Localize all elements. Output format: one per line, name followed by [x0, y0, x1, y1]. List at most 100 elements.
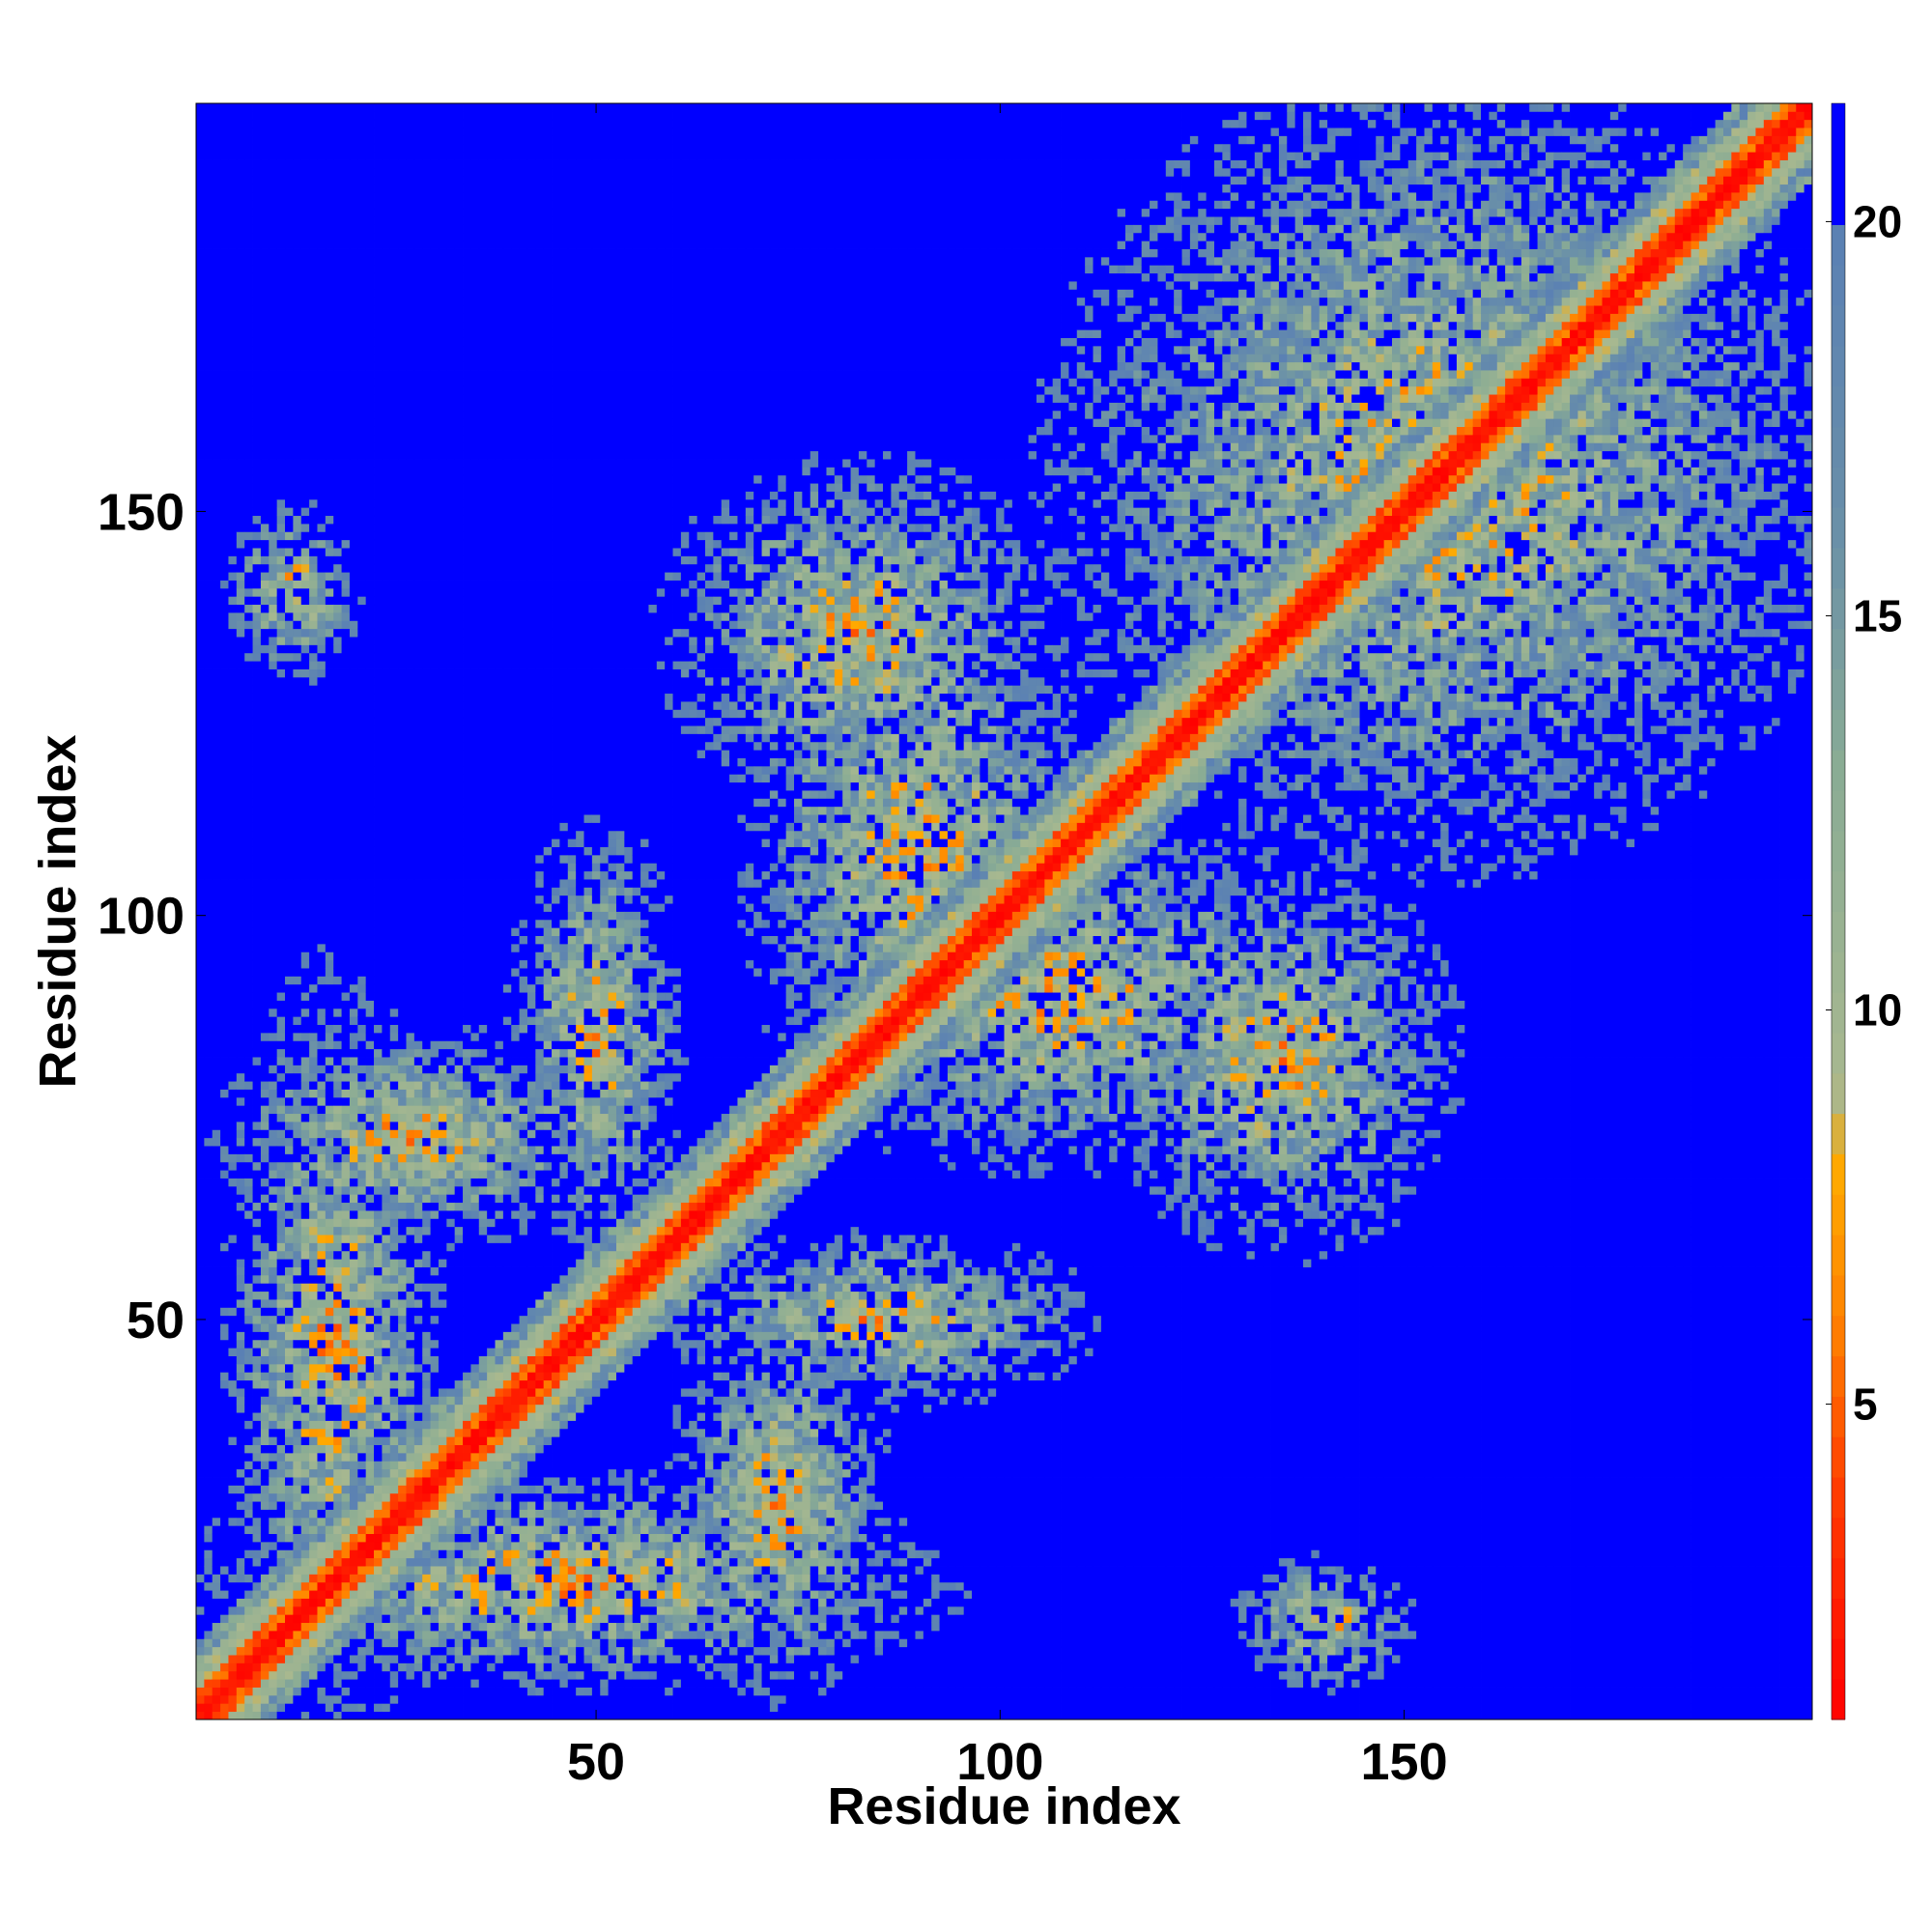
heatmap-cell	[374, 1348, 383, 1356]
heatmap-cell	[300, 587, 310, 597]
heatmap-cell	[285, 1452, 294, 1462]
heatmap-cell	[252, 1355, 262, 1365]
heatmap-cell	[333, 135, 342, 145]
heatmap-cell	[220, 111, 229, 121]
heatmap-cell	[212, 911, 221, 921]
heatmap-cell	[325, 943, 334, 952]
heatmap-cell	[220, 854, 229, 864]
heatmap-cell	[325, 192, 334, 201]
heatmap-cell	[228, 976, 238, 985]
heatmap-cell	[212, 1040, 221, 1050]
heatmap-cell	[389, 1178, 399, 1187]
heatmap-cell	[300, 1590, 310, 1599]
heatmap-cell	[244, 628, 253, 638]
heatmap-cell	[382, 1614, 391, 1624]
heatmap-cell	[374, 774, 383, 783]
heatmap-cell	[317, 1210, 327, 1219]
heatmap-cell	[252, 1089, 262, 1098]
heatmap-cell	[220, 1032, 229, 1041]
heatmap-cell	[293, 1485, 302, 1494]
heatmap-cell	[325, 895, 334, 904]
heatmap-cell	[325, 992, 334, 1001]
heatmap-cell	[341, 297, 351, 306]
heatmap-cell	[333, 1259, 342, 1267]
heatmap-cell	[317, 701, 327, 710]
heatmap-cell	[244, 1299, 253, 1308]
heatmap-cell	[220, 1146, 229, 1154]
heatmap-cell	[349, 1081, 358, 1090]
heatmap-cell	[212, 167, 221, 177]
heatmap-cell	[228, 200, 238, 210]
heatmap-cell	[252, 1072, 262, 1082]
heatmap-cell	[236, 846, 245, 856]
heatmap-cell	[244, 1274, 253, 1284]
heatmap-cell	[309, 943, 318, 952]
heatmap-cell	[365, 1153, 375, 1163]
heatmap-cell	[204, 1670, 213, 1680]
heatmap-cell	[349, 200, 358, 210]
heatmap-cell	[333, 329, 342, 338]
heatmap-cell	[325, 1557, 334, 1567]
heatmap-cell	[300, 385, 310, 395]
heatmap-cell	[204, 1461, 213, 1470]
heatmap-cell	[357, 1566, 367, 1575]
heatmap-cell	[260, 596, 270, 606]
heatmap-cell	[252, 224, 262, 234]
heatmap-cell	[349, 474, 358, 484]
heatmap-cell	[260, 1274, 270, 1284]
heatmap-cell	[285, 1590, 294, 1599]
heatmap-cell	[349, 337, 358, 347]
heatmap-cell	[260, 1218, 270, 1228]
heatmap-cell	[285, 693, 294, 702]
heatmap-cell	[300, 135, 310, 145]
heatmap-cell	[252, 587, 262, 597]
heatmap-cell	[365, 192, 375, 201]
heatmap-cell	[357, 1178, 367, 1187]
heatmap-cell	[349, 1694, 358, 1704]
heatmap-cell	[300, 208, 310, 217]
heatmap-cell	[382, 1605, 391, 1615]
heatmap-cell	[204, 637, 213, 645]
heatmap-cell	[389, 790, 399, 799]
heatmap-cell	[325, 1355, 334, 1365]
heatmap-cell	[236, 281, 245, 290]
heatmap-cell	[260, 1509, 270, 1519]
heatmap-cell	[276, 1291, 286, 1300]
heatmap-cell	[341, 1137, 351, 1147]
heatmap-cell	[244, 870, 253, 880]
heatmap-cell	[228, 1477, 238, 1486]
heatmap-cell	[228, 159, 238, 169]
heatmap-cell	[333, 152, 342, 160]
heatmap-cell	[244, 661, 253, 669]
heatmap-cell	[357, 402, 367, 412]
heatmap-cell	[349, 305, 358, 314]
heatmap-cell	[374, 555, 383, 565]
heatmap-cell	[309, 1646, 318, 1656]
heatmap-cell	[276, 572, 286, 581]
heatmap-cell	[349, 814, 358, 823]
heatmap-cell	[252, 774, 262, 783]
heatmap-cell	[244, 394, 253, 403]
heatmap-cell	[357, 563, 367, 573]
heatmap-cell	[317, 378, 327, 387]
heatmap-cell	[269, 1492, 278, 1502]
heatmap-cell	[382, 563, 391, 573]
heatmap-cell	[382, 1694, 391, 1704]
heatmap-cell	[374, 935, 383, 945]
heatmap-cell	[196, 1032, 205, 1041]
heatmap-cell	[389, 232, 399, 242]
heatmap-cell	[325, 765, 334, 775]
heatmap-cell	[276, 1274, 286, 1284]
heatmap-cell	[228, 1348, 238, 1356]
heatmap-cell	[196, 370, 205, 379]
heatmap-cell	[341, 159, 351, 169]
heatmap-cell	[260, 1630, 270, 1639]
heatmap-cell	[276, 370, 286, 379]
heatmap-cell	[244, 1178, 253, 1187]
heatmap-cell	[357, 1121, 367, 1130]
heatmap-cell	[285, 103, 294, 112]
heatmap-cell	[341, 176, 351, 185]
heatmap-cell	[276, 1307, 286, 1317]
heatmap-cell	[252, 1436, 262, 1445]
heatmap-cell	[204, 798, 213, 808]
